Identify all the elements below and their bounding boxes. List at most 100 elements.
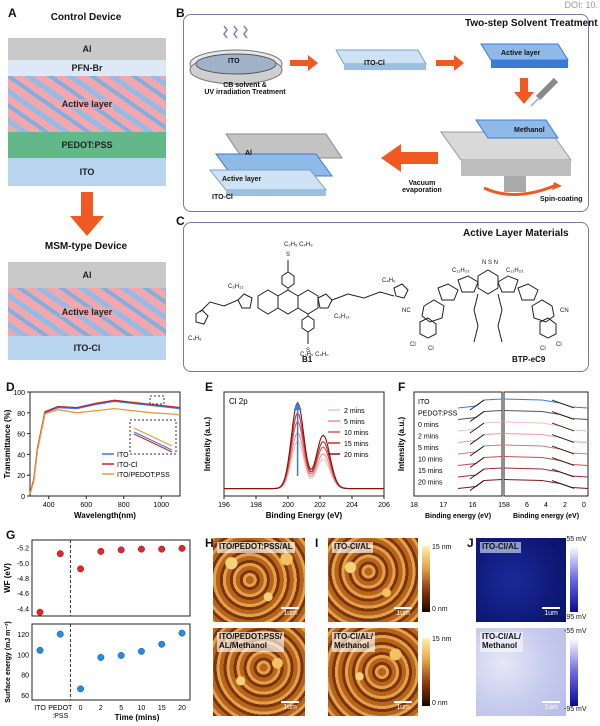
chart-g-ytick-top: -5.2 — [17, 546, 29, 553]
svg-text:N S N: N S N — [482, 260, 498, 266]
chart-d-series-2 — [29, 407, 181, 495]
chart-g-wf-point — [56, 550, 64, 558]
msm-layer-active-label: Active layer — [59, 307, 115, 317]
chart-d-xtick-label: 800 — [118, 502, 130, 509]
layer-pfn-br: PFN-Br — [8, 60, 166, 76]
chart-d-zoom-box — [149, 395, 165, 405]
cbar-i-top-min: 0 nm — [432, 606, 448, 613]
chart-f-xtick-right: 0 — [582, 502, 586, 509]
chart-f-series-label: 0 mins — [418, 422, 439, 429]
chart-d-ytick-label: 40 — [17, 452, 25, 459]
chart-f-curve-right — [503, 456, 589, 466]
svg-text:C₁₁H₂₃: C₁₁H₂₃ — [506, 268, 524, 274]
chart-f-xtick-left: 16 — [469, 502, 477, 509]
chart-f-curve-left — [457, 467, 503, 478]
chart-f-fit-left — [469, 457, 485, 468]
chart-g-xtick-label: 20 — [178, 705, 186, 712]
chart-f-curve-left — [457, 433, 503, 443]
svg-text:C₆H₁₃: C₆H₁₃ — [334, 314, 350, 320]
chart-d-frame — [29, 391, 181, 497]
chart-f-fit-right — [551, 468, 575, 478]
b-active-layer-label: Active layer — [501, 50, 541, 57]
panel-label-d: D — [6, 380, 15, 394]
chart-g-xtick-label: 5 — [119, 705, 123, 712]
layer-pedot: PEDOT:PSS — [8, 132, 166, 158]
svg-text:C₂H₅ C₄H₉: C₂H₅ C₄H₉ — [300, 352, 329, 356]
kpfm-j-top-scale: 1um — [544, 610, 558, 617]
cbar-j-top-max: -55 mV — [564, 536, 587, 543]
control-device-stack: Al PFN-Br Active layer PEDOT:PSS ITO — [8, 38, 166, 186]
molecular-structures: S S C₂H₅ C₄H₉ C₂H₅ C₄H₉ C₆H₁₃ C₆H₁₃ C₄H₉ C₄H… — [188, 242, 569, 356]
chart-f-curve-left — [457, 421, 503, 432]
svg-text:C₂H₅ C₄H₉: C₂H₅ C₄H₉ — [284, 242, 313, 248]
colorbar-j-bottom — [570, 638, 578, 706]
chart-f-xtick-right: 6 — [525, 502, 529, 509]
chart-f-series-label: 5 mins — [418, 445, 439, 452]
chart-f-series-label: 20 mins — [418, 480, 443, 487]
panel-label-i: I — [315, 536, 319, 550]
chart-g-wf-point — [137, 545, 145, 553]
afm-i-bottom: ITO-Cl/AL/ Methanol 1um — [328, 628, 418, 716]
chart-d-xtick-label: 400 — [43, 502, 55, 509]
chart-e-frame — [223, 391, 385, 497]
panel-label-b: B — [176, 6, 185, 20]
chart-g-se-point — [97, 653, 105, 661]
afm-i-top-scalebar: 1um — [394, 607, 412, 617]
b-stack-itocl: ITO-Cl — [212, 194, 233, 201]
cbar-j-top-min: -95 mV — [564, 614, 587, 621]
panel-label-c: C — [176, 214, 185, 228]
chart-g-wf-point — [97, 547, 105, 555]
chart-f-fit-left — [469, 411, 485, 422]
chart-f-frame-right — [503, 391, 589, 497]
chart-g-ytick-top: -4.6 — [17, 591, 29, 598]
chart-d-ytick-label: 60 — [17, 432, 25, 439]
chart-f-curve-right — [503, 467, 589, 478]
chart-g-wf-point — [77, 565, 85, 573]
chart-g-wf-point — [36, 608, 44, 616]
chart-f-series-label: 2 mins — [418, 434, 439, 441]
afm-i-top-scale: 1um — [396, 610, 410, 617]
svg-text:NC: NC — [402, 308, 411, 314]
panel-label-f: F — [398, 380, 406, 394]
b-stack-active: Active layer — [222, 176, 262, 183]
chart-f-fit-right — [551, 457, 575, 466]
b-vacuum-label: Vacuum evaporation — [402, 180, 442, 194]
chart-g-ytick-bottom: 100 — [17, 652, 29, 659]
chart-f-xtick-right: 8 — [506, 502, 510, 509]
chart-g-ytick-top: -4.4 — [17, 606, 29, 613]
chart-g-ytick-bottom: 80 — [21, 673, 29, 680]
chart-f-fit-right — [551, 411, 575, 420]
chart-f-fit-right — [551, 399, 575, 409]
chart-f-xtick-right: 2 — [563, 502, 567, 509]
chart-d-inset-line — [133, 427, 173, 447]
chart-g-ylabel-bottom: Surface energy (mJ m⁻²) — [5, 621, 12, 703]
afm-i-top: ITO-Cl/AL 1um — [328, 538, 418, 622]
chart-e-ylabel: Intensity (a.u.) — [203, 417, 212, 472]
kpfm-j-bottom-scale: 1um — [544, 704, 558, 711]
chart-f-series-label: 15 mins — [418, 468, 443, 475]
down-arrow-icon — [70, 192, 104, 236]
msm-device-title: MSM-type Device — [44, 241, 128, 252]
chart-g-xtick-label: 2 — [99, 705, 103, 712]
chart-f-fit-left — [469, 399, 485, 411]
chart-f-xlabel-left: Binding energy (eV) — [425, 513, 491, 520]
chart-e-legend-label: 15 mins — [344, 441, 369, 448]
doi-text: DOI: 10. — [564, 0, 598, 10]
chart-f-fit-left — [469, 422, 485, 434]
svg-text:C₁₁H₂₃: C₁₁H₂₃ — [452, 268, 470, 274]
layer-al: Al — [8, 38, 166, 60]
chart-f-curve-left — [457, 444, 503, 455]
msm-layer-al: Al — [8, 262, 166, 288]
chart-d-ytick-label: 0 — [21, 494, 25, 501]
chart-g-xtick-label: PEDOT — [48, 705, 73, 712]
layer-active: Active layer — [8, 76, 166, 132]
b-ito-label: ITO — [228, 58, 240, 65]
svg-text:Cl: Cl — [540, 346, 546, 352]
chart-f-xtick-left: 17 — [439, 502, 447, 509]
panel-label-g: G — [6, 528, 16, 542]
svg-text:C₄H₉: C₄H₉ — [188, 336, 202, 342]
chart-f-curve-left — [457, 456, 503, 466]
chart-e-legend-label: 20 mins — [344, 452, 369, 459]
chart-f-curve-right — [503, 433, 589, 443]
